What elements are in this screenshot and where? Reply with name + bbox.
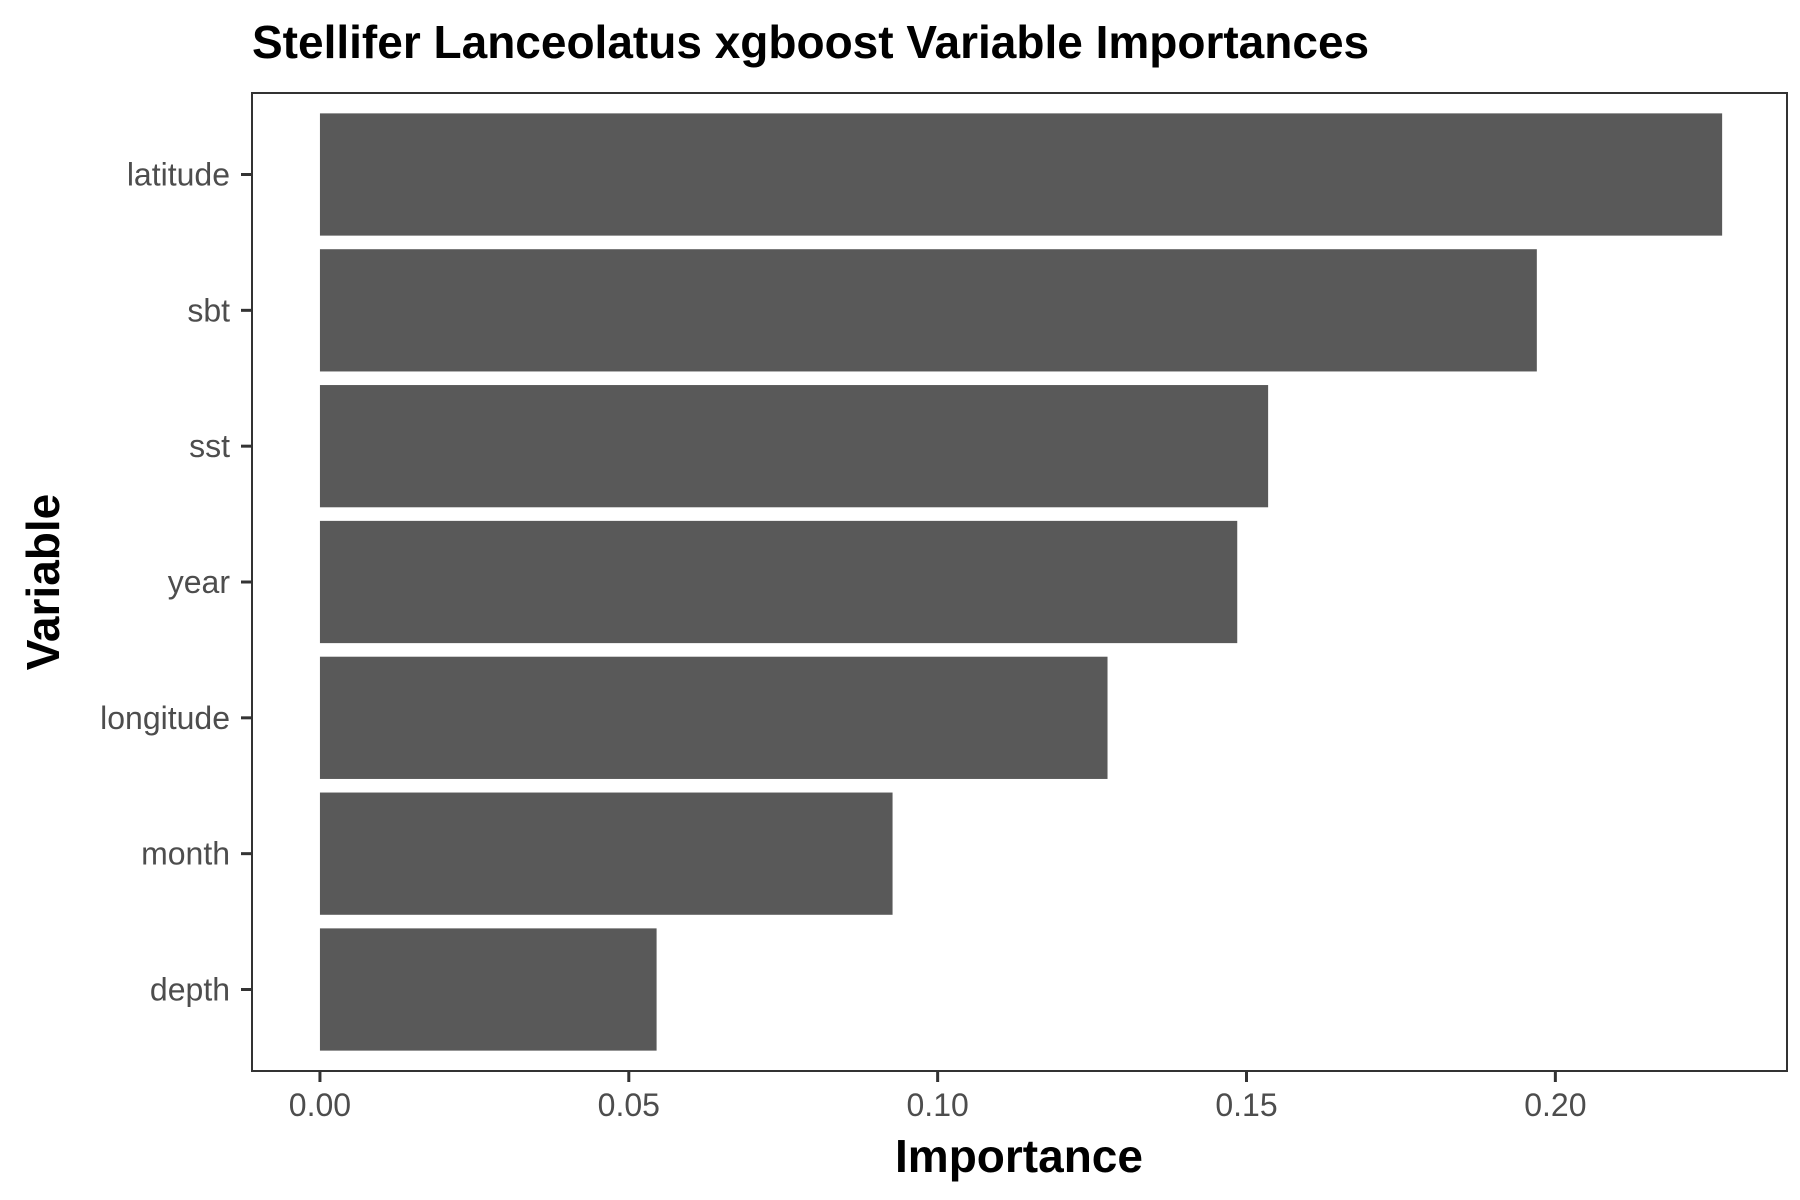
bar-depth <box>319 928 657 1051</box>
bar-latitude <box>319 113 1723 236</box>
x-tick-label: 0.15 <box>1215 1087 1277 1123</box>
y-tick-label-longitude: longitude <box>100 700 230 736</box>
x-tick-label: 0.10 <box>907 1087 969 1123</box>
y-tick-label-sst: sst <box>189 428 230 464</box>
x-tick-label: 0.20 <box>1524 1087 1586 1123</box>
x-axis-title: Importance <box>895 1130 1143 1182</box>
bar-longitude <box>319 656 1108 779</box>
y-tick-label-depth: depth <box>150 972 230 1008</box>
bar-sbt <box>319 249 1537 372</box>
bars-group <box>319 113 1723 1051</box>
x-tick-label: 0.00 <box>289 1087 351 1123</box>
x-axis: 0.00 0.05 0.10 0.15 0.20 <box>289 1071 1587 1123</box>
bar-sst <box>319 385 1269 508</box>
y-tick-label-year: year <box>168 564 231 600</box>
bar-year <box>319 520 1238 644</box>
y-tick-label-month: month <box>141 836 230 872</box>
chart-title: Stellifer Lanceolatus xgboost Variable I… <box>252 16 1369 68</box>
x-tick-label: 0.05 <box>598 1087 660 1123</box>
y-tick-label-latitude: latitude <box>127 157 230 193</box>
y-tick-label-sbt: sbt <box>187 292 230 328</box>
bar-month <box>319 792 893 915</box>
y-axis-title: Variable <box>17 494 69 670</box>
y-axis: latitude sbt sst year longitude month depth <box>100 157 252 1008</box>
